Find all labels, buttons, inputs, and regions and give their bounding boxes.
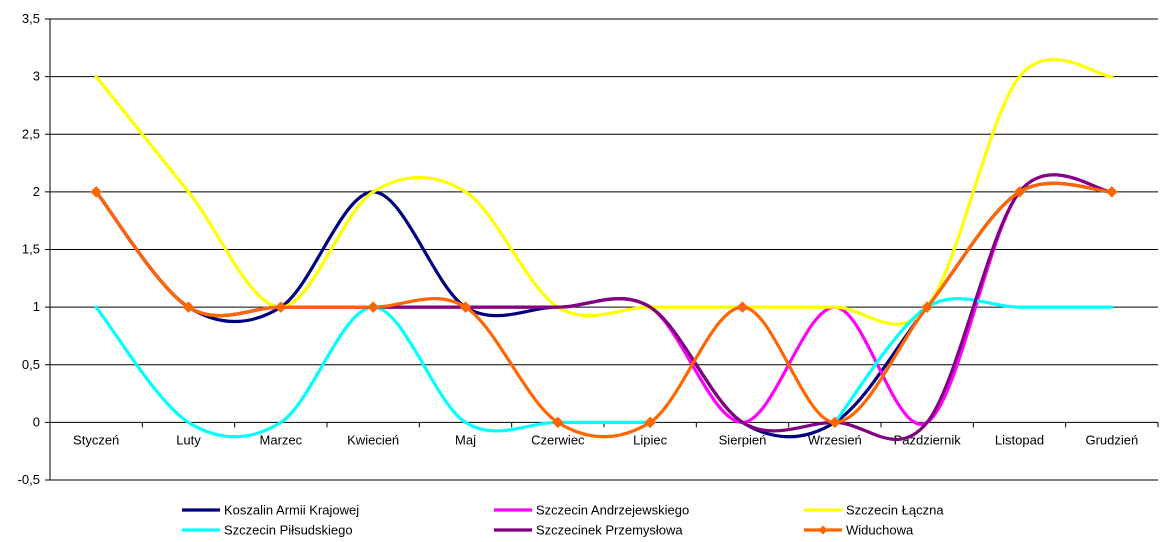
legend: Koszalin Armii Krajowej Szczecin Andrzeje… <box>182 503 944 538</box>
data-point-marker <box>1013 186 1026 198</box>
legend-label: Widuchowa <box>846 523 914 538</box>
x-tick-label: Lipiec <box>633 432 667 447</box>
data-point-marker <box>459 301 472 313</box>
markers <box>90 186 1118 429</box>
y-tick-label: 2 <box>33 184 40 199</box>
series-line <box>94 181 1114 439</box>
y-tick-label: 3,5 <box>22 11 40 26</box>
data-point-marker <box>275 301 287 313</box>
legend-label: Szczecin Łączna <box>846 503 944 518</box>
y-tick-label: 0 <box>33 414 40 429</box>
series-line <box>94 305 652 439</box>
legend-label: Szczecinek Przemysłowa <box>536 523 683 538</box>
y-tick-label: 1,5 <box>22 242 40 257</box>
x-tick-label: Listopad <box>995 432 1044 447</box>
data-point-marker <box>736 301 749 313</box>
x-tick-label: Grudzień <box>1085 432 1138 447</box>
x-tick-label: Sierpień <box>719 432 767 447</box>
data-point-marker <box>367 301 379 313</box>
x-tick-label: Wrzesień <box>808 432 862 447</box>
data-point-marker <box>182 301 195 313</box>
x-tick-label: Czerwiec <box>531 432 585 447</box>
data-point-marker <box>552 416 564 429</box>
series-line <box>833 297 1114 424</box>
data-point-marker <box>644 416 656 429</box>
legend-label: Szczecin Piłsudskiego <box>224 523 353 538</box>
series-line <box>94 181 1114 439</box>
y-tick-label: 2,5 <box>22 126 40 141</box>
x-tick-label: Marzec <box>260 432 303 447</box>
data-point-marker <box>829 416 841 429</box>
axes: -0,5 0 0,5 1 1,5 2 2,5 3 3,5 Styczeń Luty Marzec Kwi… <box>18 11 1159 487</box>
x-tick-label: Kwiecień <box>347 432 399 447</box>
data-point-marker <box>90 186 102 198</box>
series <box>94 57 1114 442</box>
x-tick-label: Styczeń <box>73 432 119 447</box>
y-tick-label: 3 <box>33 69 40 84</box>
series-line <box>94 57 1114 326</box>
legend-label: Szczecin Andrzejewskiego <box>536 503 689 518</box>
legend-label: Koszalin Armii Krajowej <box>224 503 359 518</box>
legend-marker <box>818 525 828 535</box>
y-tick-label: 1 <box>33 299 40 314</box>
y-tick-label: -0,5 <box>18 472 40 487</box>
x-tick-label: Luty <box>176 432 201 447</box>
data-point-marker <box>1106 186 1118 198</box>
data-point-marker <box>921 301 933 313</box>
y-tick-label: 0,5 <box>22 357 40 372</box>
x-tick-label: Maj <box>455 432 476 447</box>
